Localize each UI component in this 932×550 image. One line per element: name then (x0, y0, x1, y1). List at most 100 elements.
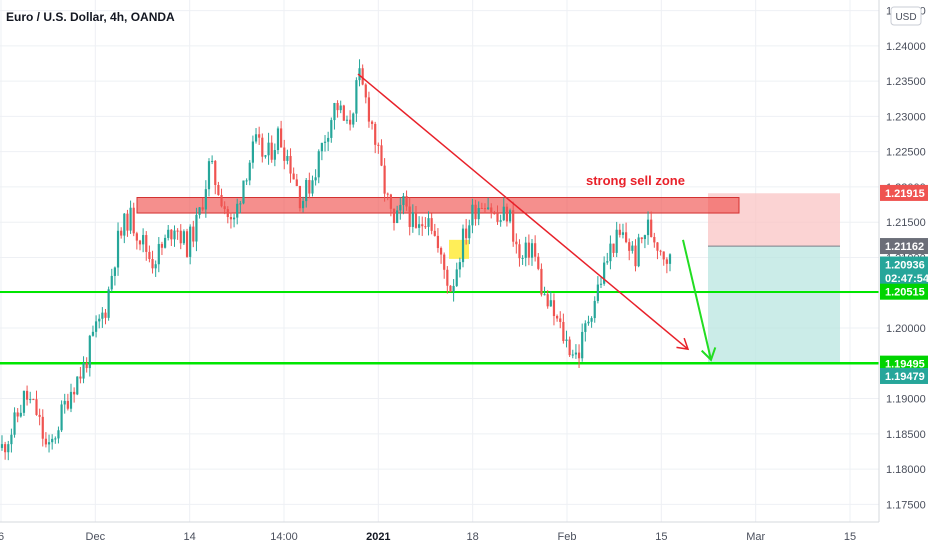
time-tick-label: 6 (0, 531, 4, 543)
candle-body (167, 229, 170, 238)
time-tick-label: Feb (558, 531, 577, 543)
candle-body (116, 230, 120, 268)
candle-body (477, 207, 480, 220)
candle-body (308, 179, 311, 194)
candle-body (286, 155, 289, 161)
candle-body (446, 269, 449, 286)
chart-title: Euro / U.S. Dollar, 4h, OANDA (6, 10, 175, 24)
price-tick-label: 1.22500 (886, 147, 926, 159)
candle-body (433, 230, 436, 236)
candle-body (79, 376, 82, 379)
candle-body (236, 203, 239, 218)
candle-body (107, 289, 110, 318)
candle-body (7, 444, 10, 453)
price-tick-label: 1.24000 (886, 41, 926, 53)
candle-body (223, 206, 226, 210)
candle-body (201, 207, 204, 210)
candle-body (458, 262, 461, 270)
candle-body (512, 210, 515, 242)
candle-body (66, 400, 69, 409)
candle-body (562, 321, 565, 342)
candle-body (662, 251, 665, 260)
candle-body (91, 331, 95, 336)
candle-body (606, 261, 609, 263)
candle-body (323, 141, 327, 143)
candle-body (524, 242, 527, 258)
candle-body (637, 237, 640, 267)
candle-body (552, 300, 556, 317)
candle-body (471, 204, 474, 226)
candle-body (69, 391, 73, 409)
candle-body (527, 242, 530, 258)
candle-body (349, 119, 352, 125)
price-badge (880, 238, 928, 255)
candle-body (204, 189, 207, 210)
candle-body (4, 444, 7, 453)
candle-body (668, 254, 672, 264)
candle-body (581, 331, 584, 359)
candle-body (173, 230, 176, 240)
candle-body (47, 442, 51, 445)
candle-body (508, 210, 512, 222)
candle-body (540, 268, 543, 295)
candle-body (82, 362, 85, 379)
candle-body (389, 194, 392, 209)
candle-body (330, 120, 333, 138)
candle-body (421, 224, 424, 227)
candle-body (305, 179, 308, 202)
candle-body (207, 161, 211, 190)
candle-body (370, 121, 374, 124)
candle-body (515, 241, 518, 245)
candle-body (57, 430, 60, 439)
candle-body (132, 207, 135, 234)
candle-body (418, 224, 421, 228)
candle-body (624, 232, 628, 243)
currency-button[interactable]: USD (890, 6, 922, 26)
candle-body (584, 323, 587, 332)
candle-body (258, 134, 261, 138)
candle-body (656, 242, 659, 251)
candle-body (214, 160, 217, 186)
candle-body (283, 147, 286, 161)
candle-body (151, 258, 154, 269)
candle-body (461, 228, 465, 263)
candle-body (659, 250, 662, 252)
candle-body (339, 105, 342, 111)
candle-body (32, 399, 35, 401)
candle-body (565, 339, 568, 342)
candle-body (521, 257, 524, 259)
candle-body (273, 150, 276, 160)
candle-body (88, 335, 91, 369)
candle-body (380, 145, 383, 166)
candle-body (123, 213, 126, 236)
candle-body (352, 113, 355, 125)
time-tick-label: 15 (655, 531, 667, 543)
candle-body (439, 248, 443, 255)
candle-body (377, 144, 380, 146)
candle-body (411, 212, 414, 227)
candle-body (94, 321, 98, 332)
candle-body (298, 186, 302, 209)
candle-body (480, 207, 483, 209)
currency-label: USD (895, 12, 916, 23)
candle-body (314, 177, 317, 181)
candle-body (537, 256, 540, 269)
candle-body (154, 264, 157, 269)
candle-body (217, 185, 220, 196)
candle-body (295, 179, 298, 187)
candle-body (292, 173, 295, 180)
candle-body (13, 412, 16, 435)
candle-body (211, 160, 214, 162)
candle-body (182, 231, 185, 244)
candle-body (226, 209, 229, 218)
price-tick-label: 1.21500 (886, 217, 926, 229)
candle-body (518, 244, 521, 259)
price-badge-label: 02:47:54 (885, 273, 930, 285)
candle-body (98, 318, 101, 322)
candle-body (195, 214, 198, 242)
candle-body (499, 220, 502, 222)
candle-body (386, 193, 389, 195)
candle-body (101, 312, 104, 319)
candle-body (358, 68, 361, 81)
